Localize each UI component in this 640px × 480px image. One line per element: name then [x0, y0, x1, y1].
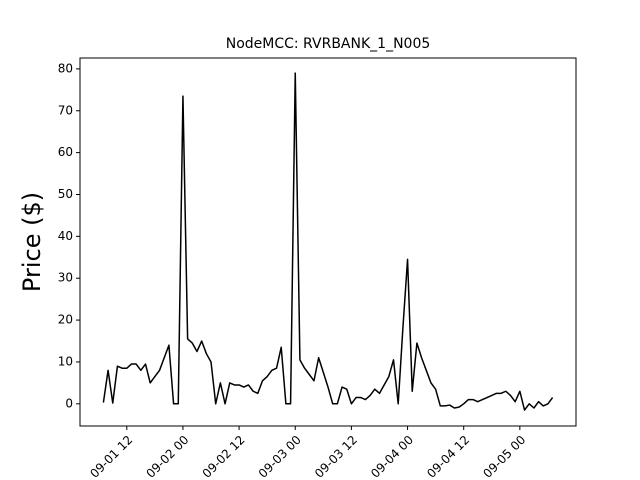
x-tick-label: 09-03 12	[312, 433, 360, 480]
y-tick-label: 60	[58, 145, 73, 159]
x-tick-label: 09-02 00	[143, 433, 191, 480]
x-tick-label: 09-05 00	[480, 433, 528, 480]
plot-frame	[79, 57, 577, 427]
y-tick-label: 0	[65, 396, 73, 410]
y-axis-label: Price ($)	[18, 192, 46, 292]
y-tick-label: 50	[58, 187, 73, 201]
y-tick-label: 80	[58, 61, 73, 75]
y-tick-label: 20	[58, 313, 73, 327]
x-tick-label: 09-02 12	[200, 433, 248, 480]
y-tick-label: 70	[58, 103, 73, 117]
price-line	[102, 72, 554, 411]
y-tick-label: 10	[58, 354, 73, 368]
y-tick-label: 30	[58, 271, 73, 285]
x-tick-label: 09-04 12	[424, 433, 472, 480]
chart-title: NodeMCC: RVRBANK_1_N005	[226, 36, 431, 52]
x-tick-label: 09-04 00	[368, 433, 416, 480]
x-tick-label: 09-03 00	[256, 433, 304, 480]
y-tick-label: 40	[58, 229, 73, 243]
x-tick-label: 09-01 12	[87, 433, 135, 480]
